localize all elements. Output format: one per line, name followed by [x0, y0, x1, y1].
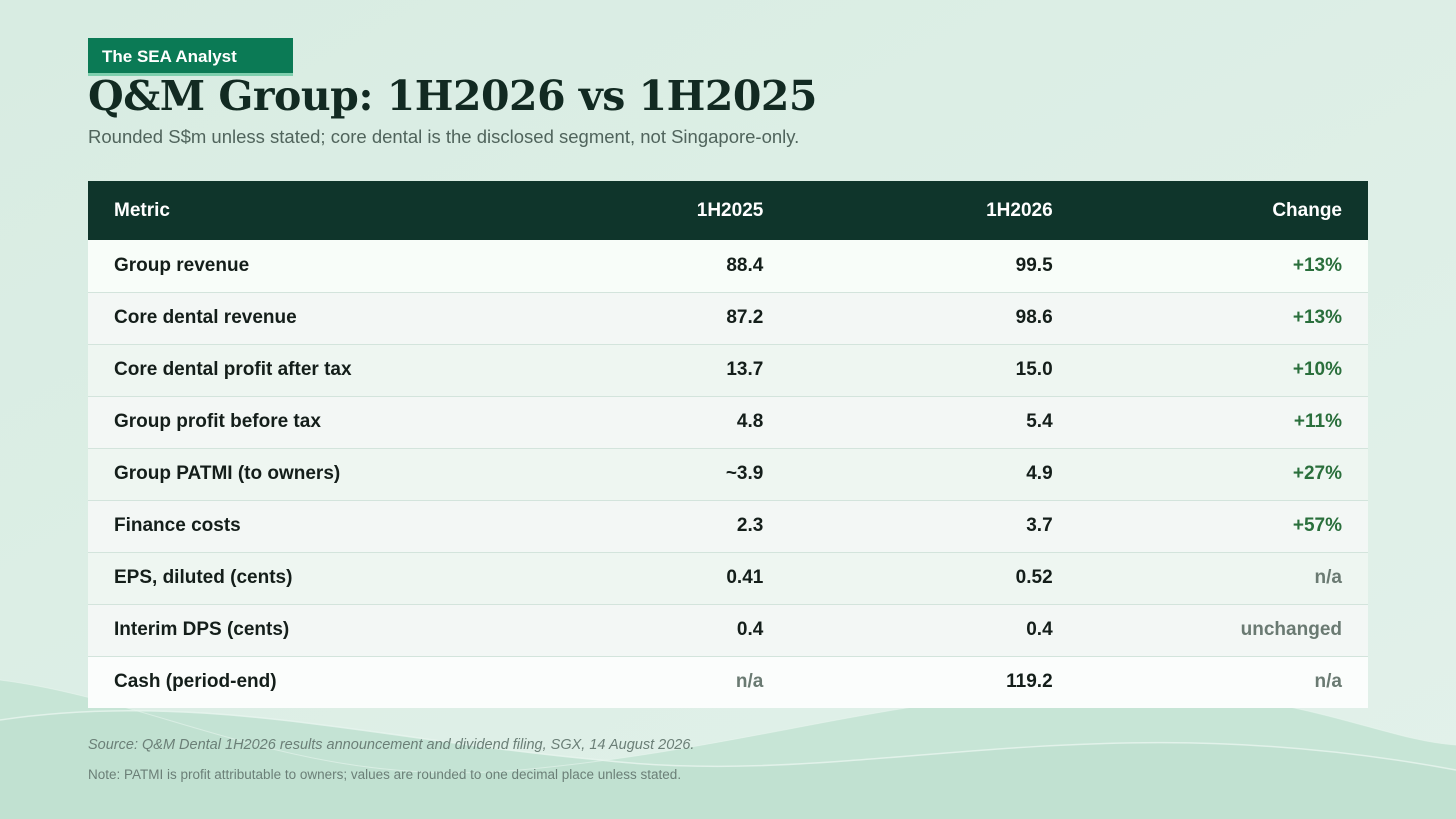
metric-cell: Group profit before tax	[114, 411, 321, 432]
change-cell: +57%	[1292, 515, 1342, 536]
brand-tag: The SEA Analyst	[88, 38, 293, 76]
source-note: Source: Q&M Dental 1H2026 results announ…	[88, 737, 695, 753]
table-row: Group PATMI (to owners) ~3.9 4.9 +27%	[88, 448, 1368, 500]
page-title: Q&M Group: 1H2026 vs 1H2025	[88, 72, 817, 120]
change-cell: unchanged	[1240, 619, 1342, 640]
page-subtitle: Rounded S$m unless stated; core dental i…	[88, 126, 800, 147]
table-header-row: Metric 1H2025 1H2026 Change	[88, 181, 1368, 240]
metric-cell: Core dental revenue	[114, 307, 297, 328]
metric-cell: Group revenue	[114, 254, 250, 276]
value-1h2026-cell: 99.5	[1015, 254, 1053, 276]
value-1h2026-cell: 98.6	[1015, 307, 1053, 328]
table-row: Core dental revenue 87.2 98.6 +13%	[88, 292, 1368, 344]
table-row: Group profit before tax 4.8 5.4 +11%	[88, 396, 1368, 448]
value-1h2026-cell: 119.2	[1006, 671, 1053, 693]
change-cell: n/a	[1314, 567, 1342, 588]
change-cell: +13%	[1292, 254, 1342, 276]
value-1h2025-cell: 88.4	[726, 254, 764, 276]
metric-cell: Interim DPS (cents)	[114, 619, 290, 640]
value-1h2026-cell: 15.0	[1015, 359, 1053, 380]
footnote: Note: PATMI is profit attributable to ow…	[88, 767, 682, 782]
value-1h2025-cell: 4.8	[736, 411, 764, 432]
column-header-1h2026: 1H2026	[986, 199, 1053, 221]
change-cell: +11%	[1293, 411, 1342, 432]
metric-cell: Cash (period-end)	[114, 671, 277, 693]
value-1h2025-cell: ~3.9	[725, 463, 764, 484]
metric-cell: Core dental profit after tax	[114, 359, 352, 380]
value-1h2026-cell: 5.4	[1026, 411, 1053, 432]
value-1h2025-cell: 0.41	[726, 567, 764, 588]
metric-cell: EPS, diluted (cents)	[114, 567, 293, 588]
change-cell: +13%	[1292, 307, 1342, 328]
table-row: Finance costs 2.3 3.7 +57%	[88, 500, 1368, 552]
change-cell: n/a	[1314, 671, 1342, 693]
column-header-1h2025: 1H2025	[696, 199, 764, 221]
column-header-metric: Metric	[114, 199, 170, 221]
value-1h2025-cell: 13.7	[726, 359, 764, 380]
value-1h2026-cell: 0.4	[1026, 619, 1053, 640]
value-1h2025-cell: 0.4	[736, 619, 764, 640]
change-cell: +27%	[1292, 463, 1342, 484]
value-1h2026-cell: 4.9	[1026, 463, 1053, 484]
value-1h2026-cell: 3.7	[1026, 515, 1053, 536]
metric-cell: Finance costs	[114, 515, 241, 536]
table-row: Core dental profit after tax 13.7 15.0 +…	[88, 344, 1368, 396]
column-header-change: Change	[1272, 199, 1342, 221]
table-row: EPS, diluted (cents) 0.41 0.52 n/a	[88, 552, 1368, 604]
metric-cell: Group PATMI (to owners)	[114, 463, 341, 484]
value-1h2025-cell: 2.3	[736, 515, 764, 536]
value-1h2026-cell: 0.52	[1015, 567, 1053, 588]
table-row: Cash (period-end) n/a 119.2 n/a	[88, 656, 1368, 708]
table-row: Interim DPS (cents) 0.4 0.4 unchanged	[88, 604, 1368, 656]
change-cell: +10%	[1292, 359, 1342, 380]
results-table: Metric 1H2025 1H2026 Change Group revenu…	[88, 181, 1368, 708]
value-1h2025-cell: 87.2	[726, 307, 764, 328]
value-1h2025-cell: n/a	[735, 671, 764, 693]
table-row: Group revenue 88.4 99.5 +13%	[88, 240, 1368, 292]
